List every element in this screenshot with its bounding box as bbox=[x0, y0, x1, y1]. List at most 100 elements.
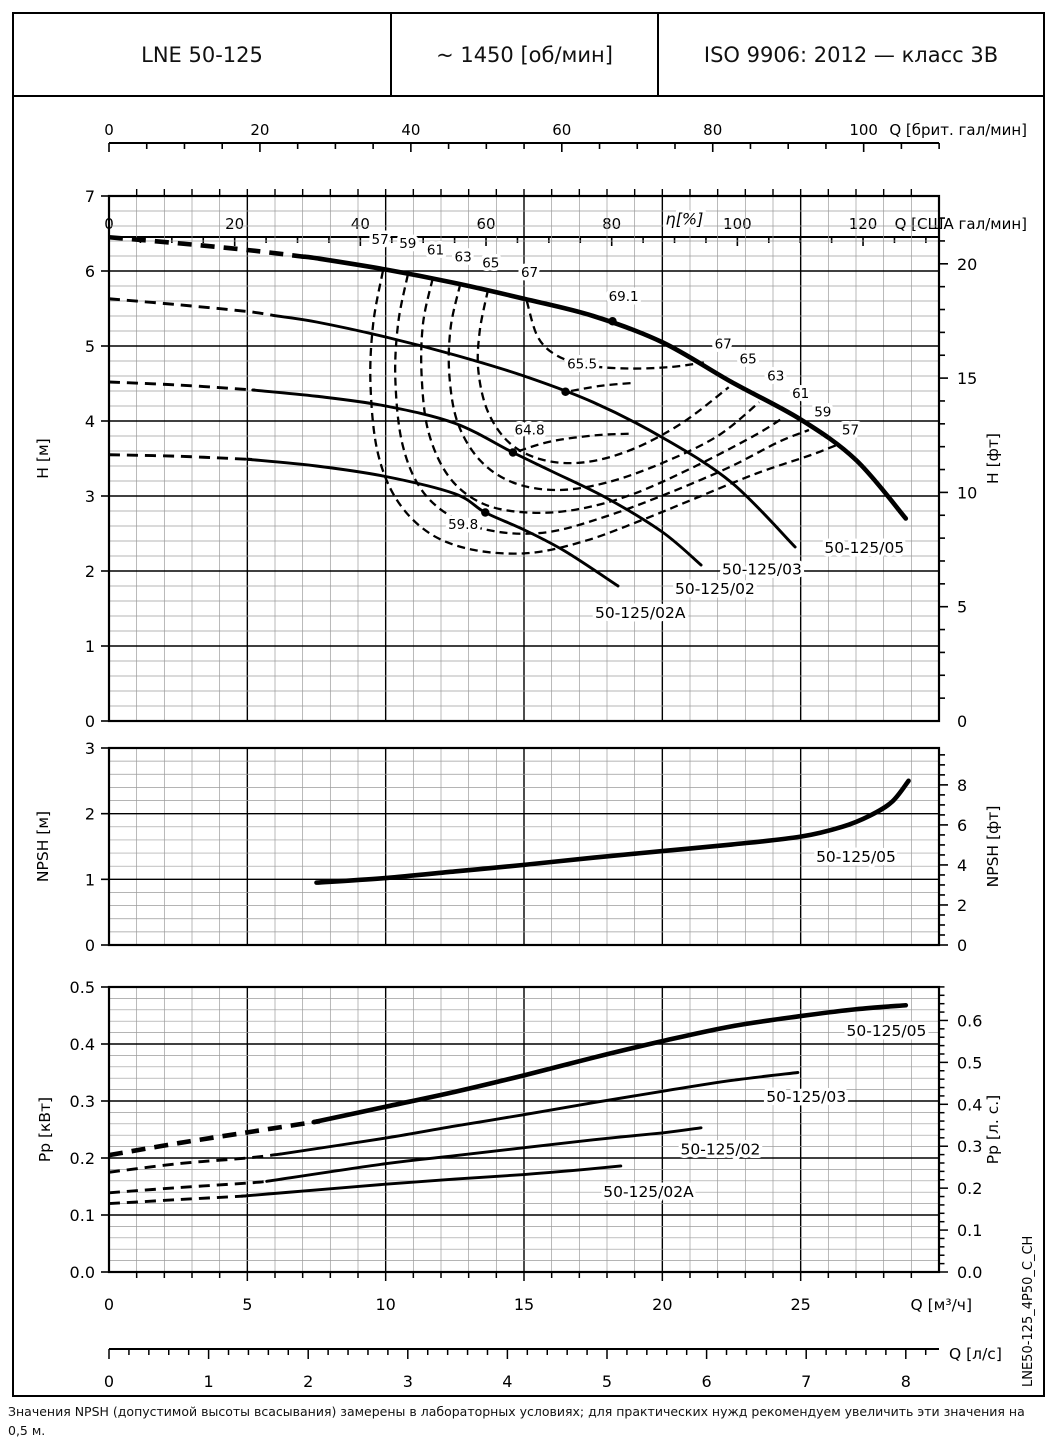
y-left-tick-label: 0 bbox=[85, 936, 95, 955]
y-left-tick-label: 7 bbox=[85, 187, 95, 206]
power-curve-50-125-03 bbox=[279, 1071, 800, 1156]
curve-label: 50-125/03 bbox=[722, 561, 802, 579]
chart-border bbox=[107, 746, 941, 947]
power-curve-50-125-03-dashed bbox=[108, 1152, 285, 1174]
npsh-right-tick-label: 2 bbox=[957, 896, 967, 915]
y-left-tick-label: 3 bbox=[85, 739, 95, 758]
eta-label-top: 57 bbox=[372, 232, 389, 248]
q-m3h-tick-label: 5 bbox=[242, 1295, 252, 1314]
q_brit-tick-label: 40 bbox=[401, 121, 420, 139]
q_brit-tick-label: 80 bbox=[703, 121, 722, 139]
power-curve-50-125-02-dashed bbox=[108, 1179, 270, 1195]
bep-label: 69.1 bbox=[609, 289, 639, 305]
eta-contour-65 bbox=[476, 289, 730, 465]
y-left-tick-label: 0.0 bbox=[70, 1263, 95, 1282]
y-left-tick-label: 5 bbox=[85, 337, 95, 356]
eta-label-top: 67 bbox=[521, 265, 538, 281]
pump-curve-50-125-02 bbox=[251, 388, 703, 567]
pp-right-axis-title: Pp [л. с.] bbox=[984, 1095, 1002, 1164]
q-m3h-axis-label: Q [м³/ч] bbox=[910, 1296, 972, 1314]
q-ls-tick-label: 0 bbox=[104, 1372, 114, 1391]
pump-curve-50-125-05 bbox=[300, 254, 909, 521]
eta-label-right: 61 bbox=[792, 386, 809, 402]
q_usa-tick-label: 20 bbox=[225, 215, 244, 233]
q-ls-tick-label: 4 bbox=[502, 1372, 512, 1391]
pp-right-tick-label: 0.4 bbox=[957, 1095, 982, 1114]
curve-label: 50-125/02A bbox=[603, 1183, 694, 1201]
y-left-tick-label: 2 bbox=[85, 562, 95, 581]
y-left-tick-label: 0.2 bbox=[70, 1149, 95, 1168]
q_brit-tick-label: 0 bbox=[104, 121, 114, 139]
eta-label-top: 59 bbox=[399, 236, 416, 252]
eta-contour-59 bbox=[394, 274, 810, 535]
y-left-tick-label: 0.4 bbox=[70, 1035, 95, 1054]
power-curve-50-125-05 bbox=[311, 1002, 909, 1125]
eta-label-top: 65 bbox=[482, 255, 499, 271]
footer-notes: Значения NPSH (допустимой высоты всасыва… bbox=[8, 1402, 1048, 1444]
curve-label: 50-125/02 bbox=[675, 580, 755, 598]
eta-label-right: 59 bbox=[814, 405, 831, 421]
curve-label: 50-125/05 bbox=[824, 539, 904, 557]
bep-label: 64.8 bbox=[515, 423, 545, 439]
q-ls-tick-label: 6 bbox=[702, 1372, 712, 1391]
q-ls-tick-label: 1 bbox=[204, 1372, 214, 1391]
performance-curves-plot: 0 20 40 60 80 100 Q [брит. гал/мин]0 20 40 60 80 10… bbox=[34, 121, 1036, 1391]
y-left-tick-label: 1 bbox=[85, 870, 95, 889]
q-m3h-tick-label: 20 bbox=[652, 1295, 672, 1314]
eta-label-right: 67 bbox=[715, 336, 732, 352]
y-left-tick-label: 1 bbox=[85, 637, 95, 656]
pp-right-tick-label: 0.3 bbox=[957, 1137, 982, 1156]
y-left-tick-label: 3 bbox=[85, 487, 95, 506]
q_brit-tick-label: 60 bbox=[552, 121, 571, 139]
q_usa-axis-label: Q [США гал/мин] bbox=[895, 215, 1027, 233]
npsh-left-axis-title: NPSH [м] bbox=[34, 811, 52, 882]
q-m3h-tick-label: 0 bbox=[104, 1295, 114, 1314]
y-left-tick-label: 4 bbox=[85, 412, 95, 431]
q_usa-tick-label: 40 bbox=[351, 215, 370, 233]
eta-contour-65.5 bbox=[570, 381, 635, 393]
curve-label: 50-125/05 bbox=[847, 1022, 927, 1040]
eta-label-top: 63 bbox=[455, 249, 472, 265]
pump-curve-50-125-02A-dashed bbox=[108, 453, 254, 461]
q_brit-tick-label: 100 bbox=[849, 121, 878, 139]
curve-label: 50-125/05 bbox=[816, 848, 896, 866]
pp-left-axis-title: Pp [кВт] bbox=[36, 1097, 54, 1162]
npsh-right-tick-label: 8 bbox=[957, 776, 967, 795]
bep-label: 65.5 bbox=[567, 357, 597, 373]
iso-standard-value: ISO 9906: 2012 — класс 3В bbox=[703, 42, 999, 67]
npsh-right-axis-title: NPSH [фт] bbox=[984, 806, 1002, 888]
bep-dot bbox=[608, 317, 617, 326]
y-left-tick-label: 0 bbox=[85, 712, 95, 731]
power-curve-50-125-02A-dashed bbox=[108, 1194, 248, 1206]
q_usa-tick-label: 60 bbox=[476, 215, 495, 233]
q_brit-axis-label: Q [брит. гал/мин] bbox=[889, 121, 1027, 139]
npsh-right-tick-label: 4 bbox=[957, 856, 967, 875]
q-m3h-tick-label: 15 bbox=[514, 1295, 534, 1314]
bep-dot bbox=[508, 448, 518, 457]
power-curve-50-125-05-dashed bbox=[108, 1119, 321, 1158]
eta-axis-title: η[%] bbox=[666, 210, 704, 229]
pump-curve-50-125-05-dashed bbox=[108, 234, 303, 259]
h-right-tick-label: 20 bbox=[957, 255, 977, 274]
y-left-tick-label: 0.5 bbox=[70, 978, 95, 997]
pump-curve-50-125-03 bbox=[273, 314, 797, 549]
pump-speed-value: ~ 1450 [об/мин] bbox=[392, 14, 659, 95]
q-m3h-tick-label: 25 bbox=[790, 1295, 810, 1314]
footer-note-1: Значения NPSH (допустимой высоты всасыва… bbox=[8, 1404, 1025, 1439]
h-right-tick-label: 15 bbox=[957, 369, 977, 388]
pump-model-title: LNE 50-125 bbox=[14, 14, 392, 95]
eta-label-right: 57 bbox=[842, 423, 859, 439]
q_usa-tick-label: 100 bbox=[723, 215, 752, 233]
h-right-tick-label: 10 bbox=[957, 483, 977, 502]
curve-label: 50-125/03 bbox=[766, 1088, 846, 1106]
pp-right-tick-label: 0.2 bbox=[957, 1179, 982, 1198]
eta-contour-57 bbox=[369, 270, 838, 555]
npsh-right-tick-label: 0 bbox=[957, 936, 967, 955]
pump-curve-50-125-02A bbox=[245, 457, 620, 588]
eta-contour-67 bbox=[525, 300, 704, 370]
power-curve-50-125-02 bbox=[265, 1126, 703, 1183]
eta-contour-63 bbox=[447, 283, 760, 492]
bep-label: 59.8 bbox=[448, 517, 478, 533]
footer-note-2: Эти показатели действительны для жидкост… bbox=[8, 1441, 1048, 1444]
